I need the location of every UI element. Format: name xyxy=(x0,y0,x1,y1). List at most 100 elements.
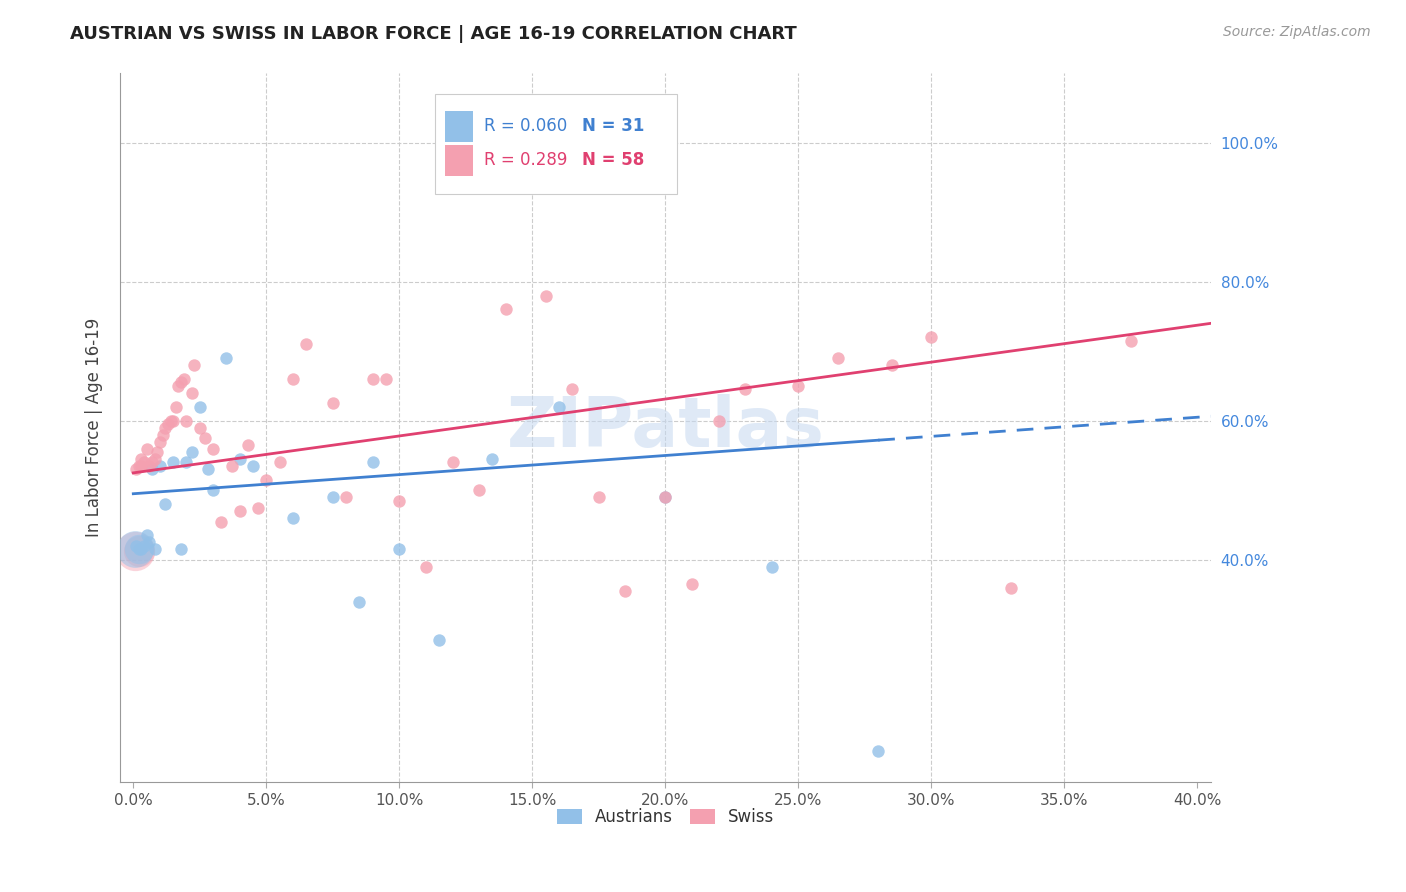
Point xyxy=(128,542,150,557)
Point xyxy=(548,400,571,414)
Point xyxy=(228,504,250,518)
Point xyxy=(176,455,198,469)
Point xyxy=(654,490,676,504)
Point xyxy=(176,414,198,428)
Text: N = 31: N = 31 xyxy=(582,117,645,136)
Point xyxy=(129,542,152,557)
Point xyxy=(132,539,155,553)
Point xyxy=(188,420,211,434)
Point xyxy=(125,462,148,476)
Point xyxy=(281,511,304,525)
Point xyxy=(247,500,270,515)
Point xyxy=(156,417,179,432)
Point xyxy=(132,455,155,469)
Point xyxy=(236,438,259,452)
Text: R = 0.289: R = 0.289 xyxy=(484,152,568,169)
Point xyxy=(734,383,756,397)
Point xyxy=(149,458,172,473)
Point xyxy=(170,376,193,390)
Point xyxy=(468,483,491,498)
Y-axis label: In Labor Force | Age 16-19: In Labor Force | Age 16-19 xyxy=(86,318,103,537)
Point xyxy=(295,337,318,351)
Point xyxy=(194,431,217,445)
Point xyxy=(221,458,243,473)
Point xyxy=(269,455,291,469)
Point xyxy=(868,744,890,758)
Point xyxy=(361,455,384,469)
Point xyxy=(135,442,157,456)
Point xyxy=(138,535,160,549)
Text: Source: ZipAtlas.com: Source: ZipAtlas.com xyxy=(1223,25,1371,39)
Point xyxy=(202,442,225,456)
FancyBboxPatch shape xyxy=(436,95,678,194)
Point xyxy=(125,539,148,553)
Point xyxy=(707,414,730,428)
Point xyxy=(415,559,437,574)
Point xyxy=(135,528,157,542)
Point xyxy=(495,302,517,317)
Text: AUSTRIAN VS SWISS IN LABOR FORCE | AGE 16-19 CORRELATION CHART: AUSTRIAN VS SWISS IN LABOR FORCE | AGE 1… xyxy=(70,25,797,43)
FancyBboxPatch shape xyxy=(446,145,474,176)
Point xyxy=(165,400,187,414)
Point xyxy=(173,372,195,386)
Point xyxy=(128,542,150,557)
Point xyxy=(152,427,174,442)
Point xyxy=(167,379,190,393)
Point xyxy=(159,414,181,428)
Point xyxy=(349,594,371,608)
Point xyxy=(153,497,176,511)
Point xyxy=(827,351,849,365)
Point xyxy=(143,542,166,557)
Point xyxy=(180,385,202,400)
Point xyxy=(441,455,464,469)
Point xyxy=(588,490,610,504)
Point xyxy=(761,559,783,574)
Point xyxy=(128,458,150,473)
Point xyxy=(138,458,160,473)
Point xyxy=(1000,581,1022,595)
Point xyxy=(153,420,176,434)
Point xyxy=(162,414,184,428)
Point xyxy=(129,458,152,473)
Point xyxy=(388,542,411,557)
Point xyxy=(427,632,450,647)
Point xyxy=(1119,334,1142,348)
Point xyxy=(124,543,146,558)
Point xyxy=(281,372,304,386)
Point xyxy=(561,383,583,397)
Point xyxy=(146,445,169,459)
Point xyxy=(162,455,184,469)
Point xyxy=(920,330,942,344)
Point xyxy=(534,288,557,302)
Point xyxy=(361,372,384,386)
Point xyxy=(215,351,238,365)
Point xyxy=(228,452,250,467)
Point xyxy=(129,452,152,467)
Point xyxy=(202,483,225,498)
Point xyxy=(180,445,202,459)
Point xyxy=(481,452,503,467)
Text: R = 0.060: R = 0.060 xyxy=(484,117,568,136)
Point xyxy=(141,455,163,469)
Point xyxy=(197,462,219,476)
Point xyxy=(254,473,277,487)
Text: N = 58: N = 58 xyxy=(582,152,645,169)
Point xyxy=(124,542,146,557)
Point xyxy=(209,515,232,529)
Point xyxy=(128,543,150,558)
Text: ZIPatlas: ZIPatlas xyxy=(506,394,824,461)
FancyBboxPatch shape xyxy=(446,111,474,142)
Point xyxy=(183,358,205,372)
Point xyxy=(188,400,211,414)
Point xyxy=(681,577,703,591)
Point xyxy=(880,358,903,372)
Point xyxy=(654,490,676,504)
Point xyxy=(242,458,264,473)
Point xyxy=(322,490,344,504)
Point xyxy=(614,584,637,599)
Point xyxy=(170,542,193,557)
Point xyxy=(787,379,810,393)
Legend: Austrians, Swiss: Austrians, Swiss xyxy=(548,799,783,834)
Point xyxy=(335,490,357,504)
Point xyxy=(388,493,411,508)
